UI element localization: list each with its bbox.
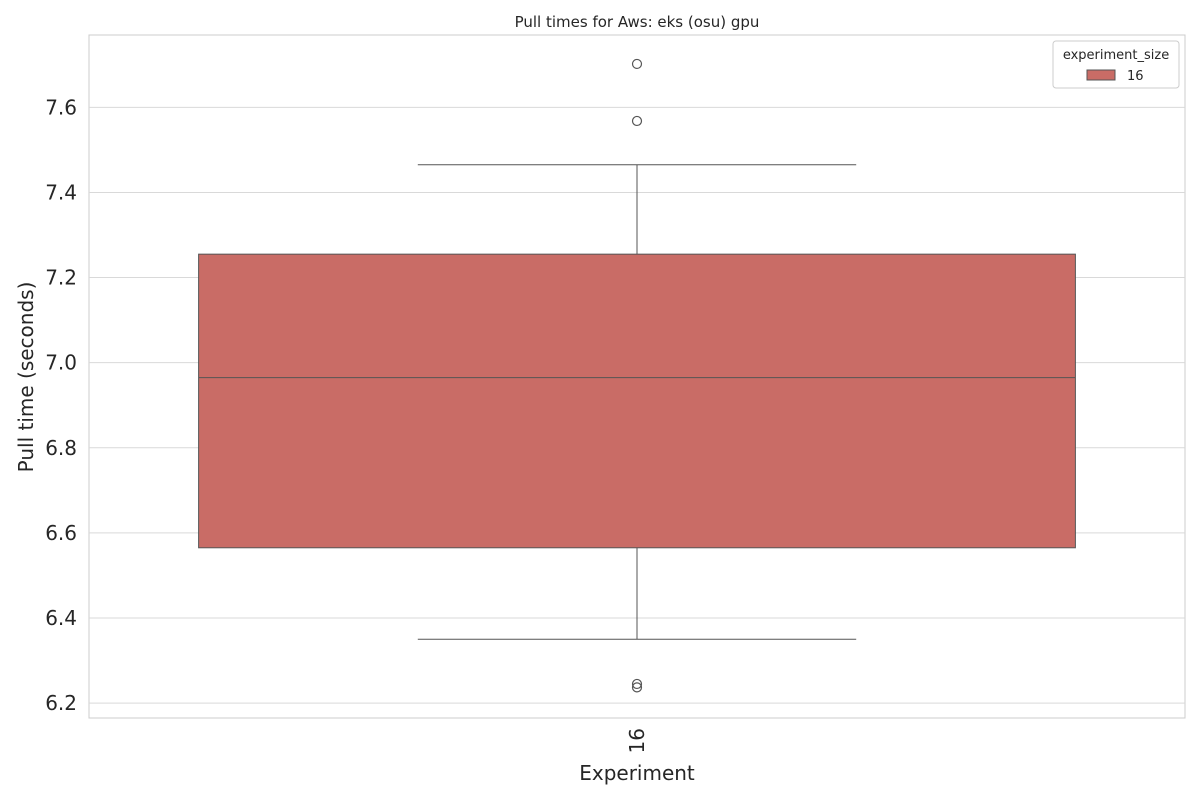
chart-title: Pull times for Aws: eks (osu) gpu [515, 13, 760, 31]
legend-swatch [1086, 69, 1116, 81]
x-tick-label: 16 [625, 728, 649, 753]
outlier-point [631, 58, 643, 70]
box-plot [198, 58, 1076, 693]
y-tick-label: 6.4 [45, 606, 77, 630]
y-axis-ticks: 6.2 6.4 6.6 6.8 7.0 7.2 7.4 7.6 [45, 95, 77, 715]
x-axis-ticks: 16 [625, 728, 649, 753]
legend-label: 16 [1127, 69, 1144, 84]
outlier-point [631, 682, 643, 693]
legend-frame [1052, 40, 1180, 89]
y-axis-label: Pull time (seconds) [14, 282, 38, 473]
y-tick-label: 6.2 [45, 691, 77, 715]
legend-title: experiment_size [1063, 48, 1169, 63]
outlier-point [631, 115, 643, 127]
y-tick-label: 7.0 [45, 351, 77, 375]
y-tick-label: 7.2 [45, 266, 77, 290]
y-tick-label: 6.8 [45, 436, 77, 460]
legend: experiment_size 16 [1052, 40, 1180, 89]
outlier-point [631, 678, 643, 690]
y-tick-label: 7.4 [45, 180, 77, 204]
y-tick-label: 7.6 [45, 95, 77, 119]
x-axis-label: Experiment [579, 761, 695, 785]
iqr-box [198, 253, 1076, 549]
y-tick-label: 6.6 [45, 521, 77, 545]
